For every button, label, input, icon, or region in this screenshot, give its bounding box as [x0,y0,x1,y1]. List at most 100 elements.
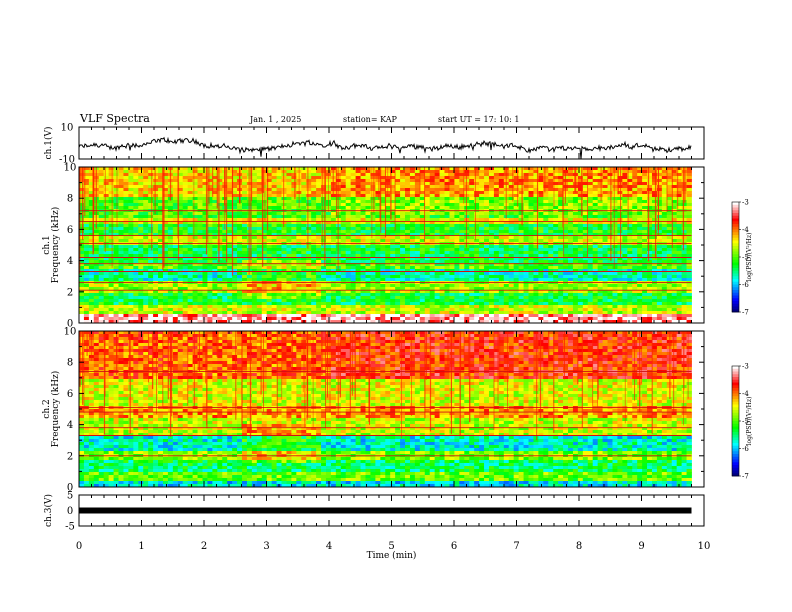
ch1-spec-cell [380,260,386,264]
ch1-spec-cell [108,233,114,237]
ch1-spec-cell [316,170,322,174]
ch1-spec-cell [355,212,361,216]
ch1-spec-cell [182,233,189,237]
ch1-spec-cell [637,215,643,219]
ch1-spec-cell [227,266,233,270]
ch1-spec-cell [360,257,366,261]
ch1-spec-cell [113,263,119,267]
ch1-spec-cell [508,251,515,255]
ch1-spec-cell [266,179,273,183]
ch1-spec-cell [647,257,653,261]
ch1-spec-cell [192,188,198,192]
ch1-spec-cell [498,227,505,231]
ch1-spec-cell [281,200,287,204]
ch1-spec-cell [370,173,376,177]
ch1-spec-cell [118,212,124,216]
ch1-spec-cell [365,173,371,177]
ch1-spec-cell [400,185,406,189]
ch1-spec-cell [316,191,322,195]
ch1-spec-cell [656,194,663,198]
ch1-spec-cell [177,218,184,222]
ch1-spec-cell [276,263,282,267]
ch1-spec-cell [405,197,411,201]
ch1-spec-cell [434,251,440,255]
ch1-spec-cell [360,254,366,258]
ch1-spec-cell [167,206,174,210]
ch1-spec-cell [558,215,564,219]
ch1-spec-cell [148,239,154,243]
ch1-spec-cell [508,236,515,240]
ch1-spec-cell [558,275,564,279]
ch1-spec-cell [232,224,238,228]
ch1-spec-cell [637,191,643,195]
ch1-spec-cell [202,197,208,201]
ch1-spec-cell [192,272,198,276]
ch1-spec-cell [237,272,243,276]
ch1-spec-cell [207,263,213,267]
ch1-spec-cell [414,260,421,264]
ch1-spec-cell [355,197,361,201]
ch1-spec-cell [340,203,347,207]
ch1-spec-cell [227,272,233,276]
ch1-spec-cell [217,212,223,216]
ch1-spec-cell [449,224,455,228]
ch1-spec-cell [301,266,307,270]
ch1-spec-cell [271,257,277,261]
ch1-spec-cell [523,269,529,273]
ch1-spec-cell [454,188,460,192]
ch1-spec-cell [484,197,490,201]
ch1-spec-cell [202,278,208,282]
ch1-spec-cell [207,170,213,174]
ch1-spec-cell [577,206,584,210]
ch1-spec-cell [350,257,357,261]
ch1-spec-cell [627,224,633,228]
ch1-spec-cell [340,215,347,219]
ch1-spec-cell [133,167,139,171]
ch1-spec-cell [513,257,520,261]
ch1-spec-cell [498,224,505,228]
ch1-spec-cell [385,197,391,201]
ch1-spec-cell [686,212,692,216]
ch1-spec-cell [197,218,203,222]
ch1-spec-cell [113,194,119,198]
ch1-spec-cell [177,233,184,237]
ch1-spec-cell [395,200,401,204]
ch1-spec-cell [563,251,569,255]
ch1-spec-cell [335,278,342,282]
ch1-spec-cell [192,197,198,201]
ch1-spec-cell [113,191,119,195]
ch1-spec-cell [612,275,618,279]
ch1-spec-cell [528,224,534,228]
ch1-spec-cell [484,227,490,231]
ch1-spec-cell [158,224,164,228]
ch1-spec-cell [424,197,431,201]
ch1-spec-cell [676,173,683,177]
ch1-spec-cell [469,233,475,237]
ch1-spec-cell [148,278,154,282]
ch1-spec-cell [637,278,643,282]
ch1-spec-cell [607,248,613,252]
ch1-spec-cell [306,251,312,255]
ch1-spec-cell [647,236,653,240]
ch1-spec-cell [118,179,124,183]
ch1-spec-cell [251,269,258,273]
ch1-spec-cell [582,254,589,258]
ch1-spec-cell [429,251,436,255]
ch1-spec-cell [523,200,529,204]
ch1-spec-cell [409,218,416,222]
ch1-spec-cell [454,278,460,282]
ch1-spec-cell [355,224,361,228]
ch1-spec-cell [256,275,263,279]
ch1-spec-cell [666,251,673,255]
ch1-spec-cell [617,275,623,279]
ch1-spec-cell [133,251,139,255]
ch1-spec-cell [261,278,268,282]
ch1-spec-cell [484,263,490,267]
ch1-spec-cell [370,182,376,186]
ch1-spec-cell [419,218,426,222]
ch1-spec-cell [474,182,480,186]
ch1-spec-cell [345,197,352,201]
ch1-spec-cell [370,233,376,237]
ch1-spec-cell [484,275,490,279]
ch1-spec-cell [523,185,529,189]
